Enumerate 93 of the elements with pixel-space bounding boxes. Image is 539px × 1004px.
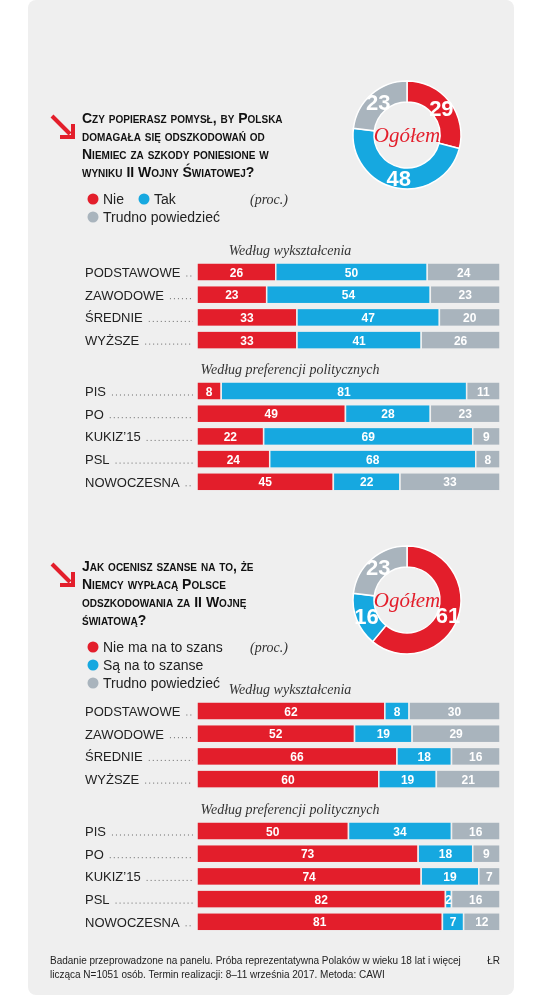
legend-label: Nie (103, 191, 125, 207)
legend-label: Trudno powiedzieć (103, 675, 220, 691)
legend-label: Tak (154, 191, 177, 207)
text: Jak ocenisz szanse na to, że Niemcy wypłacą Polsce odszkodowania za II Wojnę światową? (82, 558, 254, 628)
data-label: 9 (483, 429, 491, 444)
data-label: 18 (438, 847, 453, 862)
text: (proc.) (250, 192, 289, 208)
chart-title: Według preferencji politycznych (200, 362, 380, 377)
y-tick-label: WYŻSZE (85, 333, 140, 349)
y-tick-label: ŚREDNIE (85, 749, 144, 765)
y-tick-label: ŚREDNIE (85, 310, 144, 326)
legend-label: Są na to szanse (103, 657, 204, 673)
data-label: 45 (258, 475, 273, 490)
text: Badanie przeprowadzone na panelu. Próba reprezentatywna Polaków w wieku 18 lat i więcej licząca N=1051 osób. Termin realizacji: 8–11 września 2017. Metoda: CAWI (50, 954, 461, 980)
data-label: 69 (361, 429, 376, 444)
text: (proc.) (250, 640, 289, 656)
data-label: 82 (314, 892, 329, 907)
data-label: 11 (476, 384, 490, 399)
y-tick-label: NOWOCZESNA (85, 914, 180, 930)
chart-title: Według wykształcenia (228, 243, 352, 258)
data-label: 26 (229, 265, 244, 280)
data-label: 7 (449, 915, 457, 930)
data-label: 8 (393, 704, 401, 719)
y-tick-label: KUKIZ’15 (85, 869, 141, 885)
data-label: 18 (417, 749, 432, 764)
data-label: 33 (240, 333, 254, 348)
data-label: 41 (352, 333, 367, 348)
bar (196, 889, 447, 909)
data-label: 19 (400, 772, 415, 787)
data-label: 33 (240, 310, 254, 325)
y-tick-label: PIS (85, 824, 107, 839)
data-label: 16 (469, 824, 483, 839)
y-tick-label: PODSTAWOWE (85, 704, 181, 719)
data-label: 48 (386, 165, 412, 191)
data-label: 68 (366, 452, 380, 467)
data-label: 19 (376, 727, 391, 742)
data-label: 73 (300, 847, 315, 862)
data-label: 23 (225, 288, 239, 303)
data-label: 50 (266, 824, 280, 839)
data-label: 22 (223, 429, 238, 444)
y-tick-label: NOWOCZESNA (85, 474, 180, 490)
data-label: 7 (486, 869, 494, 884)
data-label: 9 (483, 847, 491, 862)
y-tick-label: PO (85, 846, 104, 862)
legend-label: Nie ma na to szans (103, 639, 223, 655)
data-label: 16 (469, 749, 483, 764)
data-label: 22 (360, 475, 374, 490)
text: Czy popierasz pomysł, by Polska domagała się odszkodowań od Niemiec za szkody poniesione w wyniku II Wojny Światowej? (82, 110, 283, 180)
data-label: 28 (381, 407, 395, 422)
y-tick-label: PODSTAWOWE (85, 265, 181, 280)
data-label: 8 (205, 384, 213, 399)
data-label: 12 (475, 915, 489, 930)
data-label: 23 (365, 555, 391, 581)
y-tick-label: PIS (85, 384, 107, 399)
y-tick-label: PSL (85, 452, 110, 468)
data-label: 81 (313, 915, 327, 930)
y-tick-label: KUKIZ’15 (85, 429, 141, 445)
data-label: 20 (463, 310, 477, 325)
data-label: 23 (458, 288, 473, 303)
data-label: 33 (443, 475, 457, 490)
data-label: 74 (302, 869, 317, 884)
data-label: 24 (456, 265, 471, 280)
data-label: 23 (458, 407, 473, 422)
data-label: 54 (341, 288, 356, 303)
data-label: 62 (284, 704, 298, 719)
data-label: 49 (264, 407, 279, 422)
y-tick-label: PSL (85, 892, 110, 908)
data-label: 50 (344, 265, 359, 280)
legend-label: Trudno powiedzieć (103, 209, 220, 225)
text: Ogółem (373, 123, 441, 147)
data-label: 29 (429, 96, 454, 122)
data-label: 52 (269, 727, 283, 742)
y-tick-label: ZAWODOWE (85, 726, 165, 742)
data-label: 26 (453, 333, 468, 348)
chart-title: Według wykształcenia (228, 682, 352, 697)
data-label: 21 (461, 772, 476, 787)
data-label: 60 (281, 772, 295, 787)
data-label: 34 (393, 824, 407, 839)
y-tick-label: ZAWODOWE (85, 287, 165, 303)
data-label: 66 (290, 749, 304, 764)
data-label: 47 (361, 310, 376, 325)
chart-title: Według preferencji politycznych (200, 802, 380, 817)
data-label: 30 (447, 704, 462, 719)
y-tick-label: WYŻSZE (85, 772, 140, 788)
data-label: 24 (226, 452, 241, 467)
data-label: 19 (443, 869, 457, 884)
data-label: 29 (449, 727, 464, 742)
y-tick-label: PO (85, 406, 104, 422)
data-label: 8 (484, 452, 492, 467)
text: ŁR (487, 954, 500, 966)
data-label: 16 (469, 892, 483, 907)
data-label: 23 (365, 90, 391, 116)
data-label: 81 (337, 384, 351, 399)
